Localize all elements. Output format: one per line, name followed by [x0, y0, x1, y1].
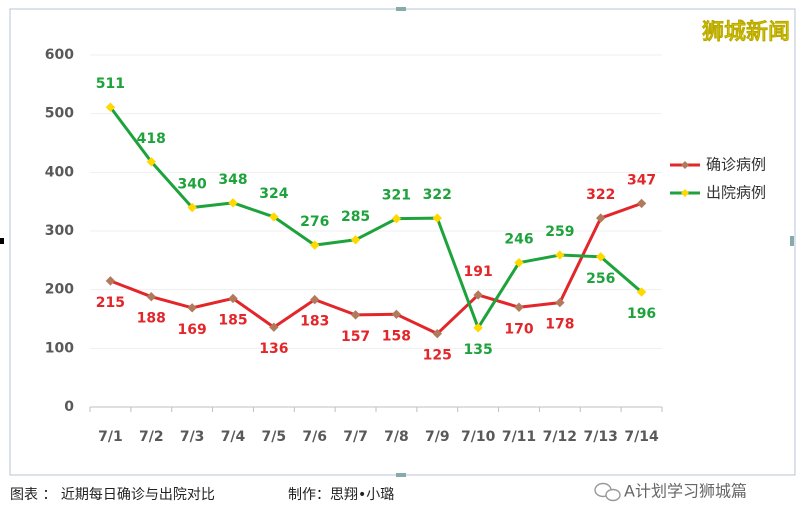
- legend-label: 出院病例: [706, 184, 766, 202]
- data-label: 348: [218, 172, 247, 188]
- marker: [269, 212, 279, 222]
- x-tick-label: 7/13: [584, 429, 618, 445]
- legend-marker: [681, 189, 689, 197]
- y-tick-label: 200: [45, 282, 74, 298]
- frame-handle: [396, 473, 406, 477]
- data-label: 321: [382, 188, 411, 204]
- marker: [269, 322, 279, 332]
- series-line: [109, 106, 643, 330]
- data-label: 322: [423, 187, 452, 203]
- data-label: 135: [464, 342, 493, 358]
- marker: [432, 213, 442, 223]
- x-tick-label: 7/10: [461, 429, 496, 445]
- marker: [310, 240, 320, 250]
- data-label: 418: [137, 131, 166, 147]
- x-tick-label: 7/5: [262, 429, 287, 445]
- source: A计划学习狮城篇: [624, 482, 747, 501]
- marker: [636, 198, 647, 209]
- data-label: 246: [504, 232, 533, 248]
- data-label: 322: [586, 187, 615, 203]
- y-tick-label: 400: [45, 164, 74, 180]
- frame-handle: [790, 236, 794, 246]
- y-tick-label: 600: [45, 47, 74, 63]
- x-tick-label: 7/11: [502, 429, 536, 445]
- data-label: 259: [545, 224, 574, 240]
- data-label: 191: [464, 264, 493, 280]
- legend-label: 确诊病例: [706, 156, 766, 174]
- data-label: 324: [259, 186, 288, 202]
- marker: [596, 252, 606, 262]
- data-label: 169: [178, 322, 207, 338]
- data-label: 256: [586, 271, 615, 287]
- marker: [228, 293, 238, 304]
- marker: [555, 250, 565, 260]
- marker: [432, 328, 442, 339]
- marker: [514, 302, 524, 312]
- data-label: 196: [627, 306, 656, 322]
- data-label: 215: [96, 295, 125, 311]
- marker: [473, 290, 483, 300]
- marker: [187, 202, 197, 213]
- data-label: 185: [218, 312, 247, 328]
- x-tick-label: 7/14: [624, 429, 659, 445]
- marker: [391, 213, 402, 224]
- data-label: 188: [137, 311, 166, 327]
- data-label: 276: [300, 214, 329, 230]
- frame-handle: [0, 238, 4, 244]
- marker: [596, 213, 606, 223]
- chart-frame: [9, 8, 796, 476]
- marker: [391, 309, 402, 320]
- data-label: 347: [627, 172, 656, 188]
- series-line: [109, 202, 643, 336]
- x-tick-label: 7/4: [221, 429, 246, 445]
- marker: [105, 276, 116, 286]
- x-tick-label: 7/3: [180, 429, 205, 445]
- x-tick-label: 7/12: [543, 429, 577, 445]
- marker: [105, 102, 116, 112]
- marker: [636, 287, 647, 297]
- data-label: 158: [382, 328, 411, 344]
- data-label: 183: [300, 314, 329, 330]
- marker: [555, 297, 565, 308]
- data-label: 178: [545, 317, 574, 333]
- watermark: 狮城新闻: [702, 19, 790, 45]
- x-tick-label: 7/7: [343, 429, 368, 445]
- legend-marker: [681, 161, 689, 169]
- marker: [310, 294, 320, 305]
- x-tick-label: 7/2: [139, 429, 164, 445]
- y-tick-label: 500: [45, 106, 74, 122]
- data-label: 125: [423, 348, 452, 364]
- marker: [350, 235, 361, 245]
- wechat-icon: [594, 482, 621, 502]
- data-label: 136: [259, 341, 288, 357]
- data-label: 170: [504, 321, 533, 337]
- x-tick-label: 7/9: [425, 429, 450, 445]
- y-tick-label: 300: [45, 223, 74, 239]
- x-tick-label: 7/1: [98, 429, 123, 445]
- caption: 图表 ： 近期每日确诊与出院对比: [10, 487, 215, 503]
- data-label: 157: [341, 329, 370, 345]
- marker: [514, 257, 524, 268]
- marker: [228, 198, 238, 208]
- y-tick-label: 100: [45, 340, 74, 356]
- marker: [146, 291, 156, 302]
- marker: [473, 323, 483, 333]
- marker: [350, 310, 361, 320]
- data-label: 285: [341, 209, 370, 225]
- data-label: 340: [178, 177, 207, 193]
- marker: [146, 157, 156, 167]
- x-tick-label: 7/6: [302, 429, 327, 445]
- x-tick-label: 7/8: [384, 429, 409, 445]
- y-tick-label: 0: [64, 399, 74, 415]
- credit: 制作：思翔•小璐: [288, 487, 394, 503]
- data-label: 511: [96, 76, 125, 92]
- frame-handle: [396, 7, 406, 11]
- marker: [187, 303, 197, 313]
